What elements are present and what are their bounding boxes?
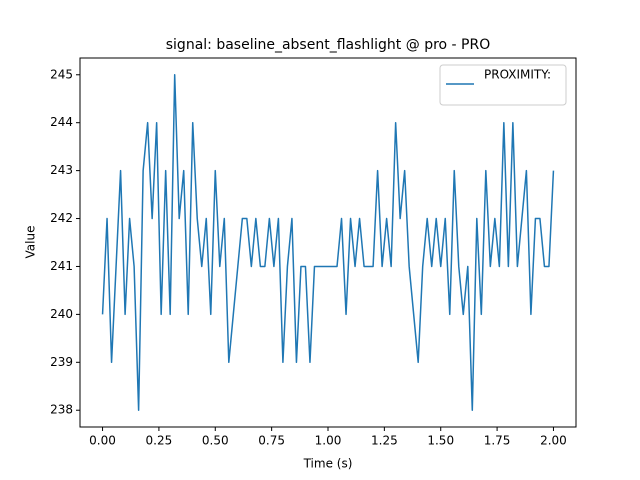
y-tick-label: 238 <box>50 403 73 417</box>
x-tick-label: 0.50 <box>202 434 229 448</box>
x-tick-label: 0.75 <box>258 434 285 448</box>
y-tick-label: 244 <box>50 115 73 129</box>
legend-box <box>439 64 567 106</box>
x-tick-label: 2.00 <box>540 434 567 448</box>
x-tick-label: 1.00 <box>315 434 342 448</box>
chart-title: signal: baseline_absent_flashlight @ pro… <box>166 37 491 53</box>
x-tick-label: 0.00 <box>89 434 116 448</box>
y-axis-label: Value <box>24 226 38 259</box>
legend-label: PROXIMITY: <box>484 68 551 82</box>
x-axis-label: Time (s) <box>303 457 353 471</box>
y-tick-label: 239 <box>50 355 73 369</box>
x-tick-label: 1.75 <box>484 434 511 448</box>
y-tick-label: 242 <box>50 211 73 225</box>
y-tick-label: 243 <box>50 163 73 177</box>
x-tick-label: 1.25 <box>371 434 398 448</box>
y-tick-label: 245 <box>50 67 73 81</box>
data-line <box>101 74 555 411</box>
x-tick-label: 0.25 <box>146 434 173 448</box>
y-tick-label: 240 <box>50 307 73 321</box>
y-tick-label: 241 <box>50 259 73 273</box>
x-tick-label: 1.50 <box>427 434 454 448</box>
axes-frame <box>79 57 577 428</box>
